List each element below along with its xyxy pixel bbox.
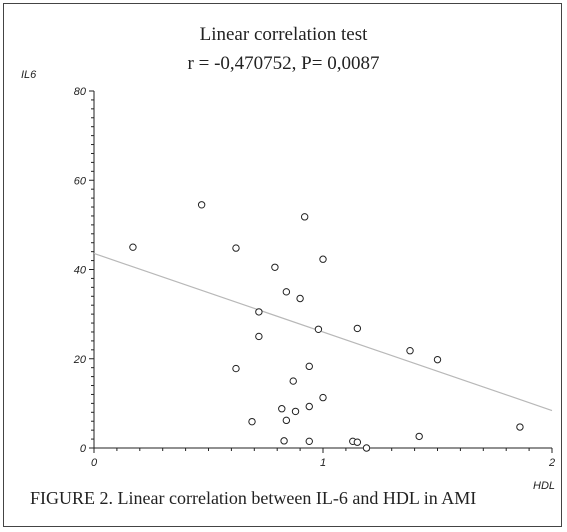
data-point <box>406 347 414 355</box>
y-tick-label: 0 <box>80 443 87 455</box>
data-point <box>415 432 423 441</box>
data-point <box>516 423 524 431</box>
data-point <box>280 437 288 445</box>
data-point <box>305 402 313 411</box>
data-point <box>232 364 240 373</box>
x-axis-label: HDL <box>533 480 556 492</box>
data-point <box>255 308 263 316</box>
data-point <box>305 362 313 371</box>
data-point <box>319 255 327 263</box>
data-point <box>296 294 304 303</box>
data-point <box>362 444 371 452</box>
y-tick-label: 40 <box>74 265 87 277</box>
data-point <box>255 332 263 341</box>
data-point <box>289 377 297 385</box>
data-point <box>314 325 323 333</box>
data-point <box>319 393 327 402</box>
y-tick-label: 80 <box>74 86 87 98</box>
y-tick-label: 60 <box>74 175 87 187</box>
data-point <box>305 437 313 446</box>
y-tick-label: 20 <box>73 354 87 366</box>
data-point <box>197 201 206 209</box>
regression-line <box>93 252 553 412</box>
data-point <box>300 213 309 221</box>
data-point <box>353 438 362 446</box>
data-point <box>282 288 291 296</box>
x-tick-label: 1 <box>320 457 326 469</box>
data-point <box>433 355 442 364</box>
data-point <box>282 416 291 425</box>
data-point <box>291 407 300 416</box>
data-point <box>232 244 240 252</box>
y-axis-label: IL6 <box>21 69 37 81</box>
data-point <box>278 405 286 413</box>
figure-caption: FIGURE 2. Linear correlation between IL-… <box>30 488 477 508</box>
data-point <box>353 324 362 333</box>
x-tick-label: 0 <box>91 457 98 469</box>
data-point <box>248 417 256 426</box>
x-tick-label: 2 <box>548 457 555 469</box>
chart-title: Linear correlation test <box>199 24 368 45</box>
chart-subtitle: r = -0,470752, P= 0,0087 <box>187 53 380 74</box>
data-point <box>129 243 137 251</box>
data-point <box>271 263 279 271</box>
